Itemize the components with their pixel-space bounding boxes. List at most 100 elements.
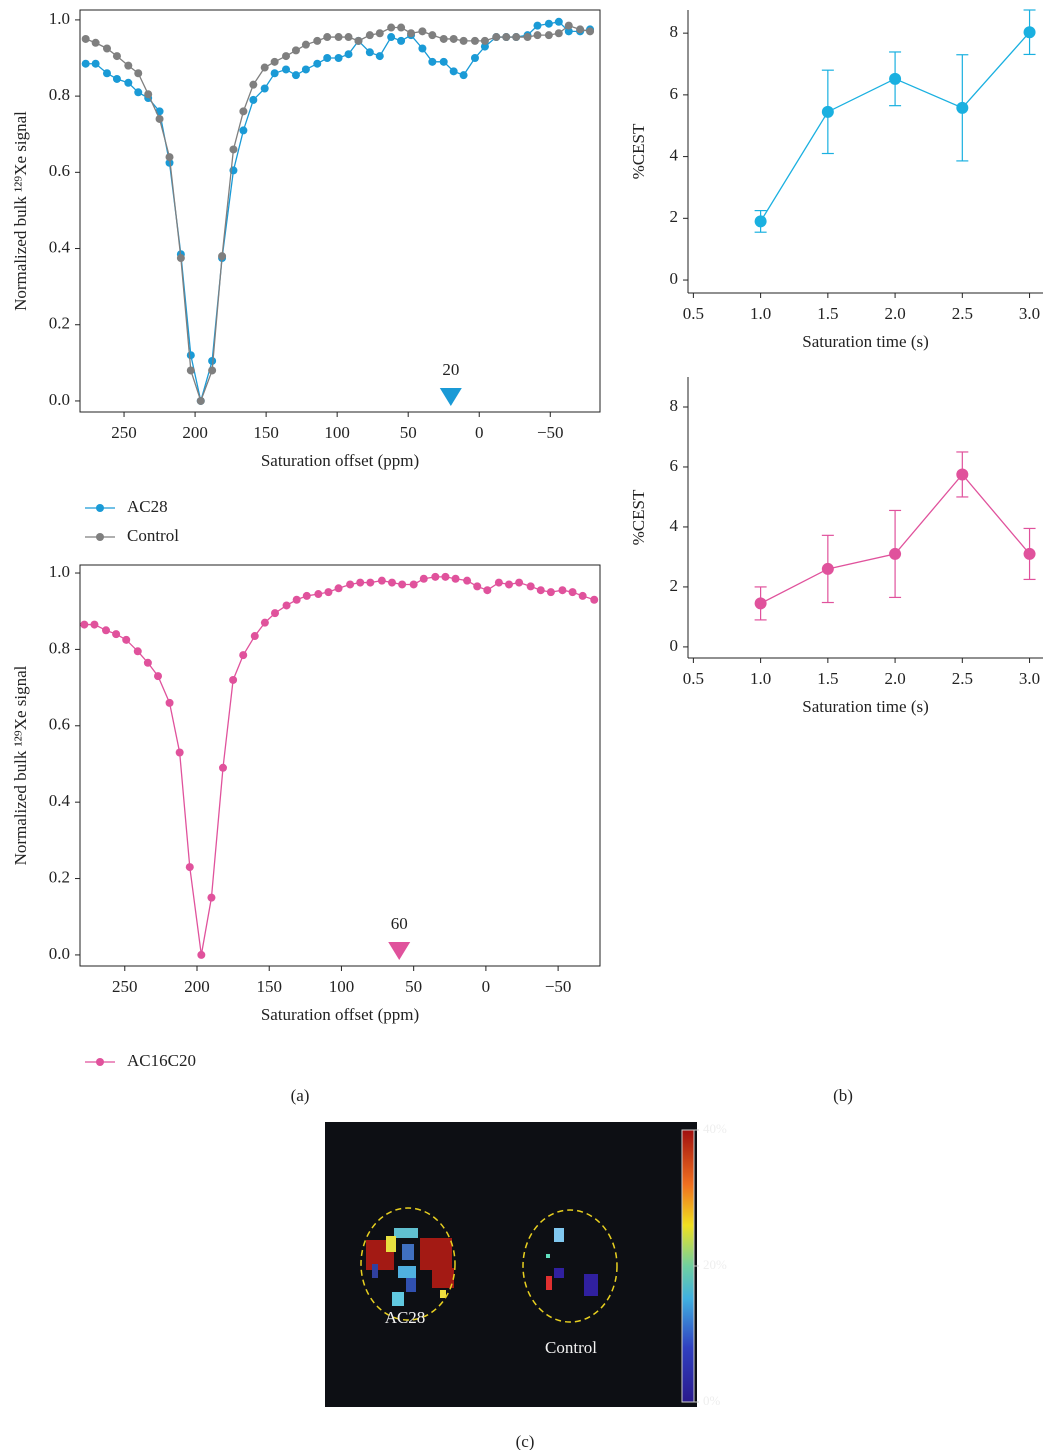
data-point	[471, 54, 479, 62]
data-point	[366, 48, 374, 56]
data-point	[271, 609, 279, 617]
data-point	[428, 31, 436, 39]
data-point	[515, 579, 523, 587]
x-tick-label: 250	[111, 423, 137, 442]
heatmap-pixel	[372, 1264, 378, 1278]
annotation-marker	[388, 942, 410, 960]
data-point	[547, 588, 555, 596]
data-point	[755, 215, 767, 227]
sample-label: Control	[545, 1338, 597, 1357]
data-point	[527, 582, 535, 590]
data-point	[208, 366, 216, 374]
data-point	[303, 592, 311, 600]
data-point	[889, 548, 901, 560]
data-point	[197, 397, 205, 405]
x-tick-label: 200	[182, 423, 208, 442]
data-point	[134, 69, 142, 77]
heatmap-pixel	[554, 1228, 564, 1242]
data-point	[197, 951, 205, 959]
data-point	[460, 37, 468, 45]
heatmap-pixel	[406, 1278, 416, 1292]
y-tick-label: 4	[670, 516, 679, 535]
data-point	[450, 35, 458, 43]
data-point	[471, 37, 479, 45]
data-point	[545, 31, 553, 39]
data-point	[366, 579, 374, 587]
panel-label: (b)	[833, 1086, 853, 1105]
data-point	[239, 126, 247, 134]
data-point	[822, 563, 834, 575]
data-point	[186, 863, 194, 871]
data-point	[1024, 26, 1036, 38]
data-point	[398, 580, 406, 588]
data-point	[481, 37, 489, 45]
heatmap-pixel	[398, 1266, 416, 1278]
data-point	[346, 580, 354, 588]
data-point	[388, 579, 396, 587]
x-tick-label: 2.0	[884, 304, 905, 323]
series-line	[86, 22, 590, 401]
data-point	[144, 90, 152, 98]
data-point	[166, 699, 174, 707]
data-point	[387, 33, 395, 41]
data-point	[323, 54, 331, 62]
data-point	[460, 71, 468, 79]
data-point	[249, 81, 257, 89]
data-point	[420, 575, 428, 583]
data-point	[103, 44, 111, 52]
data-point	[524, 33, 532, 41]
data-point	[187, 351, 195, 359]
y-tick-label: 8	[670, 22, 679, 41]
heatmap-pixel	[546, 1254, 550, 1258]
y-tick-label: 0.0	[49, 390, 70, 409]
data-point	[576, 25, 584, 33]
annotation-label: 60	[391, 914, 408, 933]
y-tick-label: 0.8	[49, 85, 70, 104]
x-tick-label: 50	[405, 977, 422, 996]
colorbar-tick-label: 40%	[703, 1121, 727, 1136]
data-point	[177, 254, 185, 262]
data-point	[345, 33, 353, 41]
x-tick-label: 1.5	[817, 304, 838, 323]
data-point	[565, 22, 573, 30]
data-point	[555, 29, 563, 37]
data-point	[113, 75, 121, 83]
data-point	[335, 584, 343, 592]
data-point	[134, 647, 142, 655]
x-tick-label: −50	[545, 977, 572, 996]
heatmap-pixel	[402, 1244, 414, 1260]
data-point	[345, 50, 353, 58]
data-point	[313, 37, 321, 45]
data-point	[463, 577, 471, 585]
y-tick-label: 0.2	[49, 314, 70, 333]
plot-frame	[80, 10, 600, 412]
data-point	[314, 590, 322, 598]
heatmap-pixel	[420, 1238, 452, 1270]
y-axis-label: %CEST	[629, 123, 648, 179]
data-point	[102, 626, 110, 634]
data-point	[302, 41, 310, 49]
data-point	[249, 96, 257, 104]
y-tick-label: 2	[670, 207, 679, 226]
data-point	[956, 102, 968, 114]
heatmap-pixel	[554, 1268, 564, 1278]
colorbar-tick-label: 0%	[703, 1393, 721, 1408]
data-point	[378, 577, 386, 585]
data-point	[187, 366, 195, 374]
x-tick-label: 100	[329, 977, 355, 996]
image-panel	[325, 1122, 697, 1407]
x-tick-label: 100	[324, 423, 350, 442]
y-tick-label: 6	[670, 84, 679, 103]
data-point	[313, 60, 321, 68]
panel-label: (a)	[291, 1086, 310, 1105]
x-tick-label: 2.0	[884, 669, 905, 688]
data-point	[755, 597, 767, 609]
legend-label: Control	[127, 526, 179, 545]
data-point	[229, 145, 237, 153]
x-tick-label: 2.5	[952, 669, 973, 688]
data-point	[397, 37, 405, 45]
data-point	[450, 67, 458, 75]
data-point	[483, 586, 491, 594]
data-point	[261, 64, 269, 72]
data-point	[956, 468, 968, 480]
